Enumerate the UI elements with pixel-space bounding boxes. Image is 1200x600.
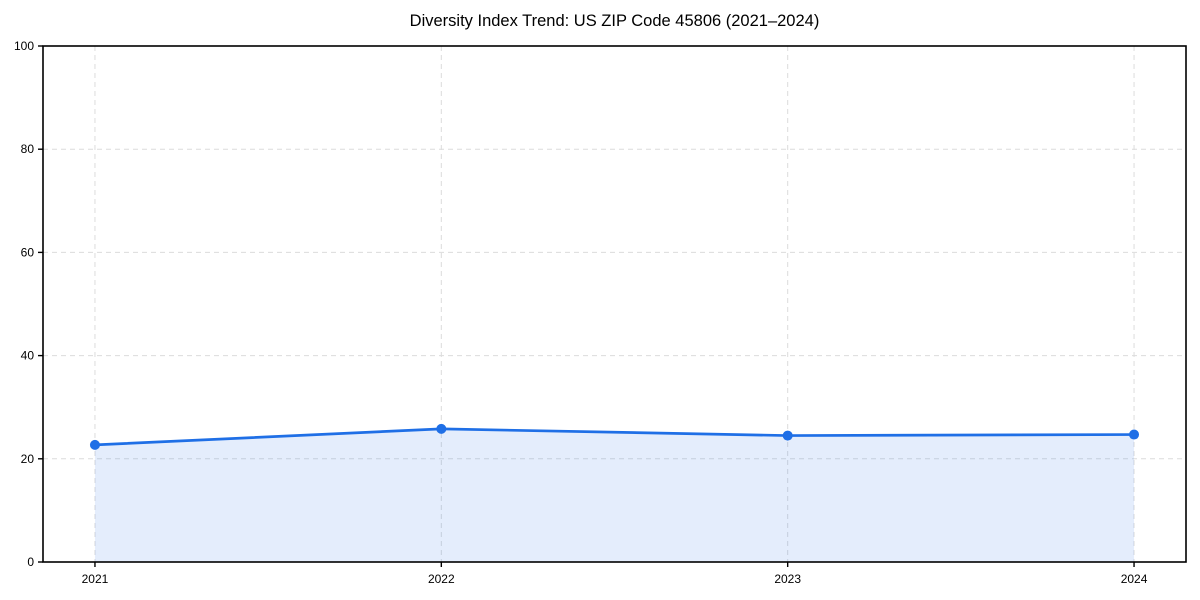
- data-point-marker: [436, 423, 447, 434]
- x-tick-label: 2021: [82, 572, 109, 586]
- series-line: [93, 427, 1136, 447]
- y-tick-label: 40: [21, 349, 35, 363]
- y-tick-label: 60: [21, 245, 35, 259]
- series-area-fill: [94, 428, 1135, 562]
- chart-title: Diversity Index Trend: US ZIP Code 45806…: [409, 12, 820, 30]
- y-tick-label: 0: [27, 555, 34, 569]
- data-point-marker: [1129, 429, 1140, 440]
- x-tick-label: 2023: [774, 572, 801, 586]
- plot-border: [42, 45, 1187, 563]
- y-tick-label: 80: [21, 142, 35, 156]
- y-tick-label: 20: [21, 452, 35, 466]
- data-point-marker: [89, 439, 100, 450]
- x-tick-label: 2024: [1121, 572, 1148, 586]
- x-tick-label: 2022: [428, 572, 455, 586]
- data-point-marker: [782, 430, 793, 441]
- y-tick-label: 100: [14, 39, 34, 53]
